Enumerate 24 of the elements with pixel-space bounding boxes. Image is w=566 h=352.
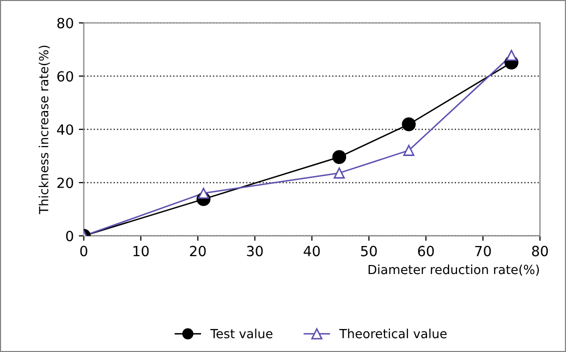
point [334, 167, 345, 179]
point [198, 188, 210, 199]
legend-label: Test value [210, 328, 272, 338]
x-tick-label: 40 [304, 246, 320, 256]
y-tick-label: 80 [57, 18, 74, 28]
y-tick-label: 0 [66, 230, 74, 242]
x-tick-label: 50 [361, 246, 377, 256]
x-axis-title: Diameter reduction rate(%) [368, 264, 539, 276]
x-tick-label: 20 [190, 246, 206, 256]
y-tick-label: 60 [57, 71, 74, 82]
y-tick-label: 20 [57, 178, 74, 188]
point [506, 50, 518, 61]
point [402, 117, 416, 132]
y-tick-label: 40 [57, 124, 74, 135]
y-axis-title: Thickness increase rate(%) [38, 46, 50, 214]
x-tick-label: 10 [133, 246, 149, 256]
x-tick-label: 0 [80, 246, 88, 256]
legend-label: Theoretical value [339, 328, 447, 338]
point [332, 150, 346, 164]
x-tick-label: 60 [418, 246, 434, 256]
x-tick-label: 70 [475, 246, 491, 256]
x-tick-label: 30 [247, 246, 263, 256]
point [403, 144, 414, 156]
x-tick-label: 80 [532, 246, 548, 256]
